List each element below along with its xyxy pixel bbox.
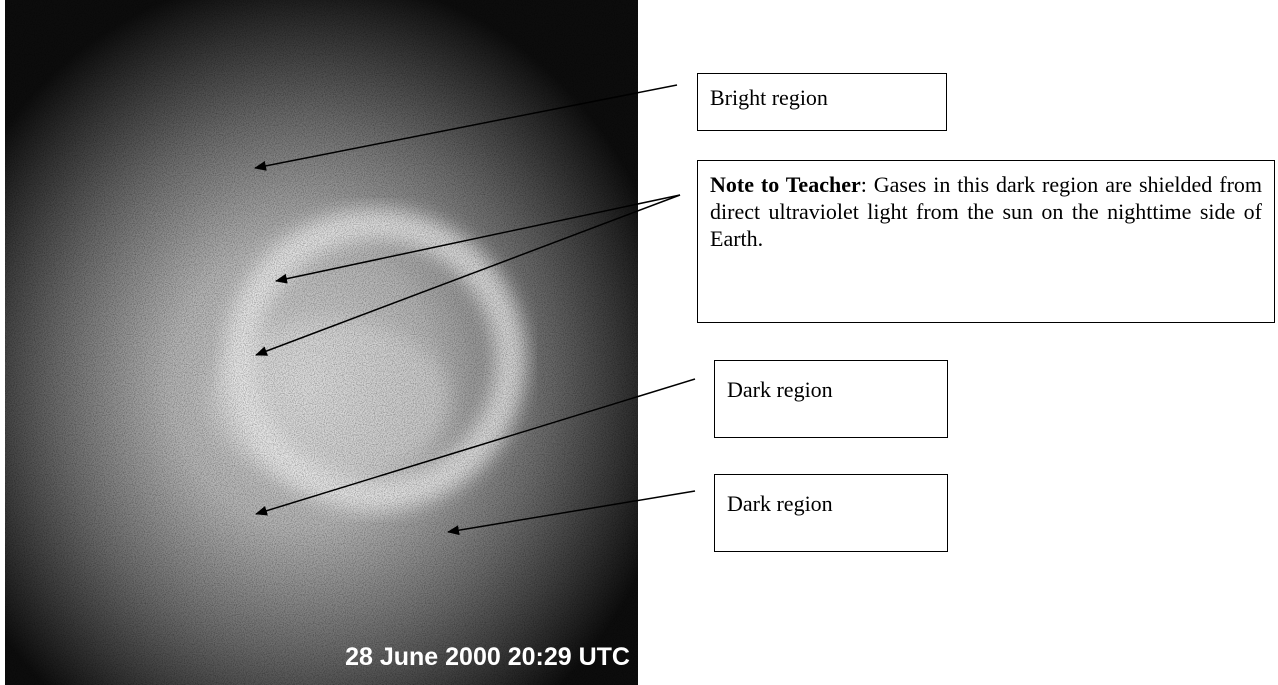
arrow — [255, 194, 681, 356]
arrow — [275, 194, 681, 284]
note-box: Note to Teacher: Gases in this dark regi… — [697, 160, 1275, 323]
label: Dark region — [727, 377, 833, 402]
label-box: Dark region — [714, 474, 948, 552]
note-text: : Gases in this dark region are shielded… — [710, 172, 1263, 251]
label-box: Dark region — [714, 360, 948, 438]
label-box: Bright region — [697, 73, 947, 131]
arrows — [254, 84, 696, 536]
note-heading: Note to Teacher — [710, 172, 861, 197]
label: Bright region — [710, 85, 828, 110]
aurora-image — [5, 0, 638, 685]
arrow — [255, 378, 696, 516]
arrow — [254, 84, 678, 171]
image-caption: 28 June 2000 20:29 UTC — [345, 643, 630, 671]
label: Dark region — [727, 491, 833, 516]
arrow — [447, 490, 696, 536]
